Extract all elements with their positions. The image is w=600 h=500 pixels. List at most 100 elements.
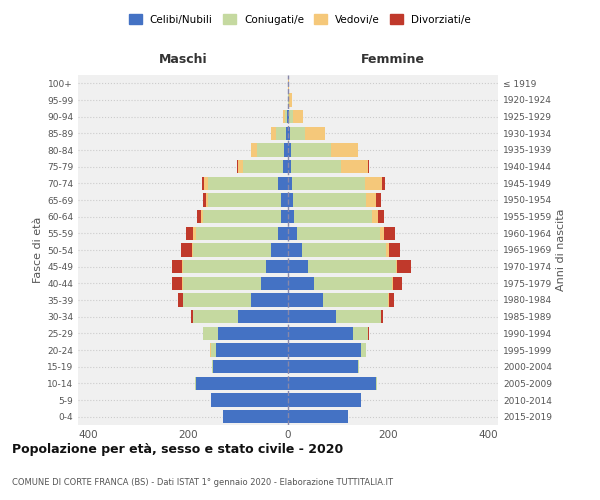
Bar [361, 344, 365, 356]
Bar [212, 360, 213, 374]
Bar [257, 144, 284, 156]
Bar [371, 210, 377, 224]
Bar [276, 126, 286, 140]
Bar [389, 294, 394, 306]
Bar [283, 110, 284, 124]
Text: Popolazione per età, sesso e stato civile - 2020: Popolazione per età, sesso e stato civil… [12, 442, 343, 456]
Bar [283, 160, 288, 173]
Bar [288, 394, 361, 406]
Bar [183, 294, 251, 306]
Bar [213, 360, 288, 374]
Bar [292, 176, 365, 190]
Bar [323, 294, 388, 306]
Bar [392, 276, 401, 290]
Bar [368, 160, 369, 173]
Bar [185, 226, 193, 240]
Bar [196, 376, 288, 390]
Bar [288, 294, 323, 306]
Bar [376, 376, 377, 390]
Bar [203, 194, 205, 206]
Bar [182, 276, 183, 290]
Bar [251, 144, 257, 156]
Bar [288, 326, 353, 340]
Bar [203, 210, 281, 224]
Bar [293, 194, 365, 206]
Bar [368, 326, 369, 340]
Bar [380, 310, 383, 324]
Bar [288, 194, 293, 206]
Bar [288, 276, 314, 290]
Bar [288, 94, 289, 106]
Bar [290, 144, 331, 156]
Text: COMUNE DI CORTE FRANCA (BS) - Dati ISTAT 1° gennaio 2020 - Elaborazione TUTTITAL: COMUNE DI CORTE FRANCA (BS) - Dati ISTAT… [12, 478, 393, 487]
Bar [281, 210, 288, 224]
Bar [204, 176, 208, 190]
Bar [288, 144, 290, 156]
Bar [260, 276, 288, 290]
Bar [290, 126, 305, 140]
Bar [353, 326, 368, 340]
Bar [389, 244, 400, 256]
Bar [288, 210, 294, 224]
Bar [271, 126, 276, 140]
Bar [314, 276, 392, 290]
Y-axis label: Anni di nascita: Anni di nascita [556, 208, 566, 291]
Bar [194, 376, 196, 390]
Bar [380, 226, 383, 240]
Bar [383, 226, 395, 240]
Bar [382, 176, 385, 190]
Bar [294, 210, 371, 224]
Bar [243, 160, 283, 173]
Bar [331, 144, 358, 156]
Text: Maschi: Maschi [158, 53, 208, 66]
Bar [251, 294, 288, 306]
Bar [202, 176, 204, 190]
Legend: Celibi/Nubili, Coniugati/e, Vedovi/e, Divorziati/e: Celibi/Nubili, Coniugati/e, Vedovi/e, Di… [125, 10, 475, 29]
Bar [172, 276, 182, 290]
Text: Femmine: Femmine [361, 53, 425, 66]
Bar [218, 326, 288, 340]
Bar [172, 260, 182, 274]
Bar [183, 260, 265, 274]
Bar [278, 226, 288, 240]
Bar [365, 194, 376, 206]
Bar [288, 344, 361, 356]
Bar [288, 160, 290, 173]
Bar [191, 310, 193, 324]
Bar [209, 344, 211, 356]
Bar [293, 110, 303, 124]
Bar [193, 226, 196, 240]
Bar [288, 410, 348, 424]
Bar [265, 260, 288, 274]
Bar [288, 260, 308, 274]
Bar [205, 194, 208, 206]
Bar [386, 244, 389, 256]
Bar [290, 160, 341, 173]
Bar [358, 360, 359, 374]
Bar [287, 110, 288, 124]
Bar [191, 244, 193, 256]
Bar [288, 244, 302, 256]
Bar [395, 260, 397, 274]
Bar [284, 110, 287, 124]
Bar [302, 244, 386, 256]
Bar [208, 194, 281, 206]
Bar [238, 310, 288, 324]
Bar [223, 410, 288, 424]
Bar [397, 260, 411, 274]
Bar [281, 194, 288, 206]
Bar [377, 210, 383, 224]
Bar [237, 160, 238, 173]
Bar [365, 176, 382, 190]
Bar [288, 176, 292, 190]
Bar [288, 360, 358, 374]
Bar [305, 126, 325, 140]
Bar [278, 176, 288, 190]
Bar [376, 194, 380, 206]
Bar [271, 244, 288, 256]
Bar [288, 376, 376, 390]
Bar [178, 294, 183, 306]
Bar [289, 94, 292, 106]
Bar [193, 310, 238, 324]
Bar [288, 226, 297, 240]
